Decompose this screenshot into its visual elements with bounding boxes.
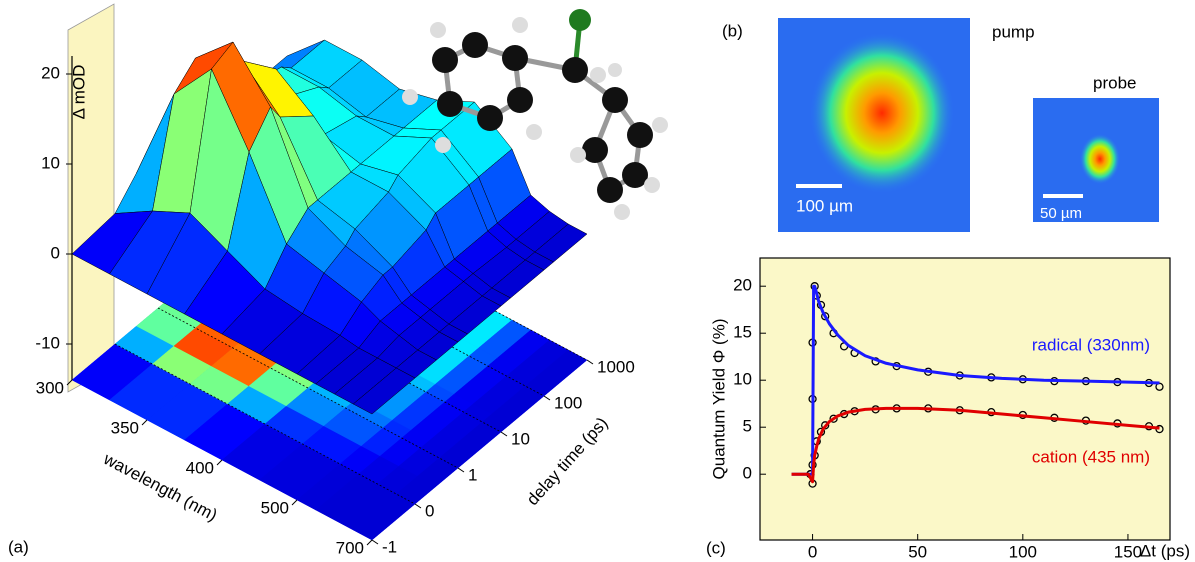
x-tick-label: 0 (808, 542, 817, 561)
x-tick-label: 700 (336, 538, 364, 557)
z-axis-title: Δ mOD (69, 65, 88, 120)
pump-spot (810, 33, 954, 193)
surface-patch (353, 367, 416, 415)
x-tick-label: 50 (908, 542, 927, 561)
image-title: probe (1093, 73, 1136, 92)
fit-line (791, 406, 1160, 484)
panel-c: 0 50 100 150 0 5 10 15 20 radical (330nm) cation (… (733, 276, 1164, 561)
floor-grid-line (114, 343, 416, 505)
y-tick-label: 15 (733, 323, 752, 342)
tick-mark (543, 395, 551, 401)
scale-label: 100 µm (796, 196, 853, 215)
floor-grid-line (157, 307, 459, 469)
data-point (1155, 382, 1164, 391)
scale-label: 50 µm (1040, 205, 1082, 222)
y-tick-label: 10 (511, 429, 530, 448)
fit-line (791, 284, 1160, 476)
panel-label: (b) (722, 21, 743, 40)
y-tick-label: 1000 (597, 357, 635, 376)
y-tick-label: 100 (554, 393, 582, 412)
plot-area (759, 257, 1171, 541)
x-tick-label: 400 (186, 458, 214, 477)
tick-mark (457, 467, 465, 473)
data-point (821, 312, 830, 321)
tick-mark (586, 359, 594, 365)
tick-mark (500, 431, 508, 437)
x-tick-label: 350 (111, 418, 139, 437)
probe-spot (1080, 134, 1120, 184)
image-title: pump (992, 22, 1035, 41)
panel-label: (c) (706, 538, 726, 557)
y-tick-label: 1 (468, 465, 477, 484)
x-tick-label: 300 (36, 378, 64, 397)
z-tick-label: 20 (41, 63, 60, 82)
y-tick-label: -1 (382, 537, 397, 556)
molecule-atoms (402, 9, 668, 220)
panel-label: (a) (8, 537, 29, 556)
y-axis-title: delay time (ps) (523, 414, 612, 510)
series-label: radical (330nm) (1032, 336, 1150, 355)
tick-mark (141, 419, 148, 426)
x-axis-title: Δt (ps) (1140, 541, 1190, 560)
x-tick-label: 150 (1114, 542, 1142, 561)
x-tick-label: 100 (1009, 542, 1037, 561)
series-label: cation (435 nm) (1032, 448, 1150, 467)
tick-mark (371, 539, 379, 545)
tick-mark (366, 539, 373, 546)
tick-mark (414, 503, 422, 509)
y-tick-label: 0 (425, 501, 434, 520)
y-tick-label: 20 (733, 276, 752, 295)
tick-mark (291, 499, 298, 506)
z-tick-label: -10 (35, 333, 60, 352)
y-axis-title: Quantum Yield Φ (%) (709, 319, 728, 480)
z-tick-label: 10 (41, 153, 60, 172)
y-tick-label: 5 (743, 417, 752, 436)
y-tick-label: 0 (743, 464, 752, 483)
y-tick-label: 10 (733, 370, 752, 389)
data-point (829, 414, 838, 423)
x-tick-label: 500 (261, 498, 289, 517)
z-tick-label: 0 (51, 243, 60, 262)
tick-mark (66, 379, 73, 386)
tick-mark (216, 459, 223, 466)
back-wall (67, 3, 115, 393)
